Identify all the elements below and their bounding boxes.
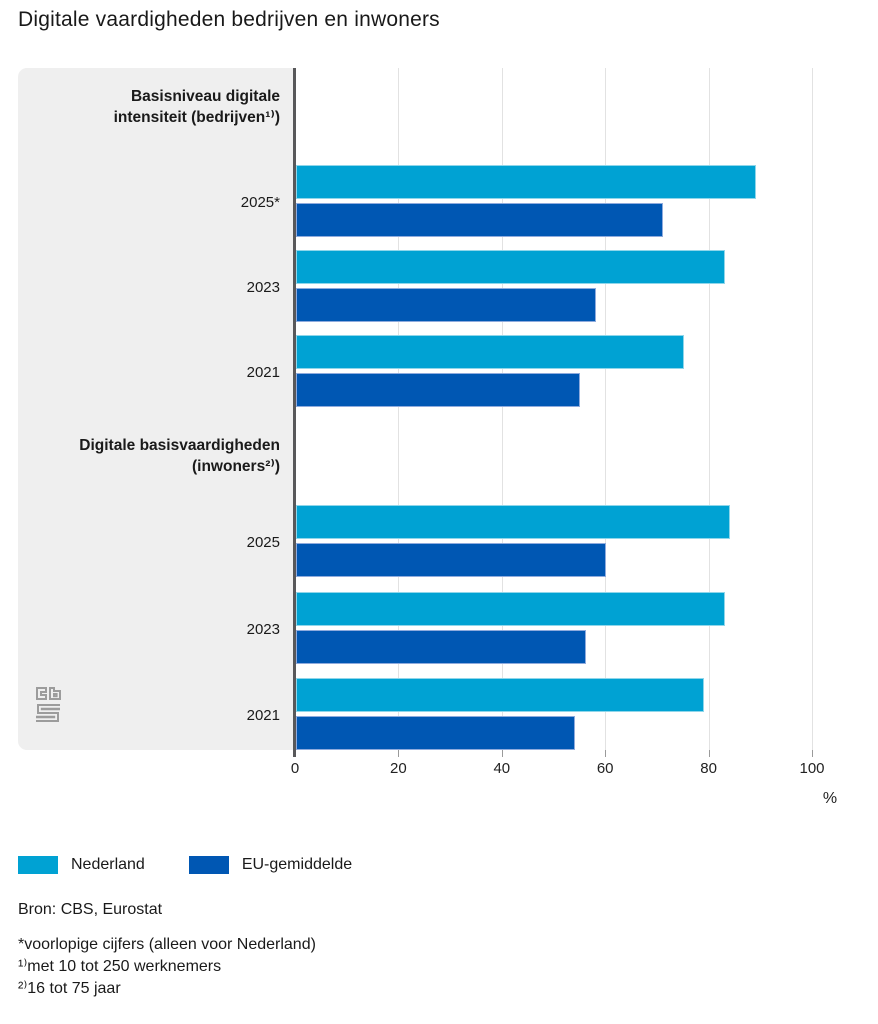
- year-label-2023: 2023: [246, 279, 280, 296]
- bar-nederland-2023: [296, 250, 726, 284]
- x-tick-100: [812, 750, 813, 757]
- bar-eu-2023: [296, 630, 586, 664]
- x-tick-60: [605, 750, 607, 757]
- y-axis-line: [293, 68, 296, 757]
- bar-nederland-2023: [296, 592, 726, 626]
- group-label: Digitale basisvaardigheden (inwoners²⁾): [79, 437, 280, 475]
- year-label-2023: 2023: [246, 621, 280, 638]
- cbs-logo: [36, 687, 61, 722]
- x-tick-label: 60: [596, 760, 614, 777]
- x-gridline-80: [708, 68, 710, 750]
- x-tick-80: [708, 750, 710, 757]
- cbs-logo-b: [49, 687, 61, 700]
- x-tick-40: [501, 750, 503, 757]
- bar-nederland-2021: [296, 678, 705, 712]
- legend-swatch-eu: [188, 856, 229, 874]
- year-label-2025: 2025: [246, 534, 280, 551]
- year-label-2021: 2021: [246, 707, 280, 724]
- legend-label-eu: EU-gemiddelde: [241, 856, 353, 873]
- footnote-2: ¹⁾met 10 tot 250 werknemers: [18, 958, 222, 975]
- bar-eu-2025*: [296, 203, 664, 237]
- cbs-logo-b-hole: [53, 693, 58, 698]
- footnote-3: ²⁾16 tot 75 jaar: [18, 980, 121, 997]
- bar-nederland-2021: [296, 335, 684, 369]
- bar-chart: 0 20 40 60 80 100 Basisniveau digitale intensi…: [0, 68, 878, 807]
- legend-swatch-nederland: [18, 856, 58, 874]
- source-text: Bron: CBS, Eurostat: [18, 901, 163, 918]
- legend: Nederland EU-gemiddelde: [18, 856, 352, 874]
- x-tick-label: 80: [700, 760, 717, 777]
- x-gridline-60: [605, 68, 607, 750]
- x-gridline-100: [812, 68, 813, 750]
- category-panel: [18, 68, 295, 750]
- bar-eu-2025: [296, 543, 607, 577]
- legend-item-nederland: Nederland: [18, 856, 145, 874]
- group-label: Basisniveau digitale intensiteit (bedrijv…: [113, 88, 280, 126]
- bar-eu-2021: [296, 373, 581, 407]
- x-gridline-20: [398, 68, 400, 750]
- footnote-1: *voorlopige cijfers (alleen voor Nederla…: [18, 936, 316, 953]
- bar-nederland-2025*: [296, 165, 757, 199]
- footnotes: *voorlopige cijfers (alleen voor Nederla…: [18, 934, 316, 1000]
- x-tick-label: 20: [390, 760, 407, 777]
- page-title: Digitale vaardigheden bedrijven en inwon…: [18, 8, 440, 31]
- legend-label-nederland: Nederland: [71, 856, 145, 873]
- x-gridline-40: [501, 68, 503, 750]
- year-label-2025*: 2025*: [240, 194, 280, 211]
- year-label-2021: 2021: [246, 364, 280, 381]
- bar-nederland-2025: [296, 505, 731, 539]
- x-tick-20: [398, 750, 400, 757]
- cbs-logo-c: [36, 687, 47, 700]
- x-tick-label: 40: [493, 760, 511, 777]
- bar-eu-2021: [296, 716, 576, 750]
- x-tick-label: 100: [799, 760, 825, 777]
- x-tick-label: 0: [290, 760, 300, 777]
- cbs-logo-s: [36, 704, 60, 722]
- bar-eu-2023: [296, 288, 596, 322]
- axis-unit-label: %: [822, 790, 838, 807]
- cbs-logo-s-inner: [36, 707, 60, 719]
- legend-item-eu: EU-gemiddelde: [188, 856, 353, 874]
